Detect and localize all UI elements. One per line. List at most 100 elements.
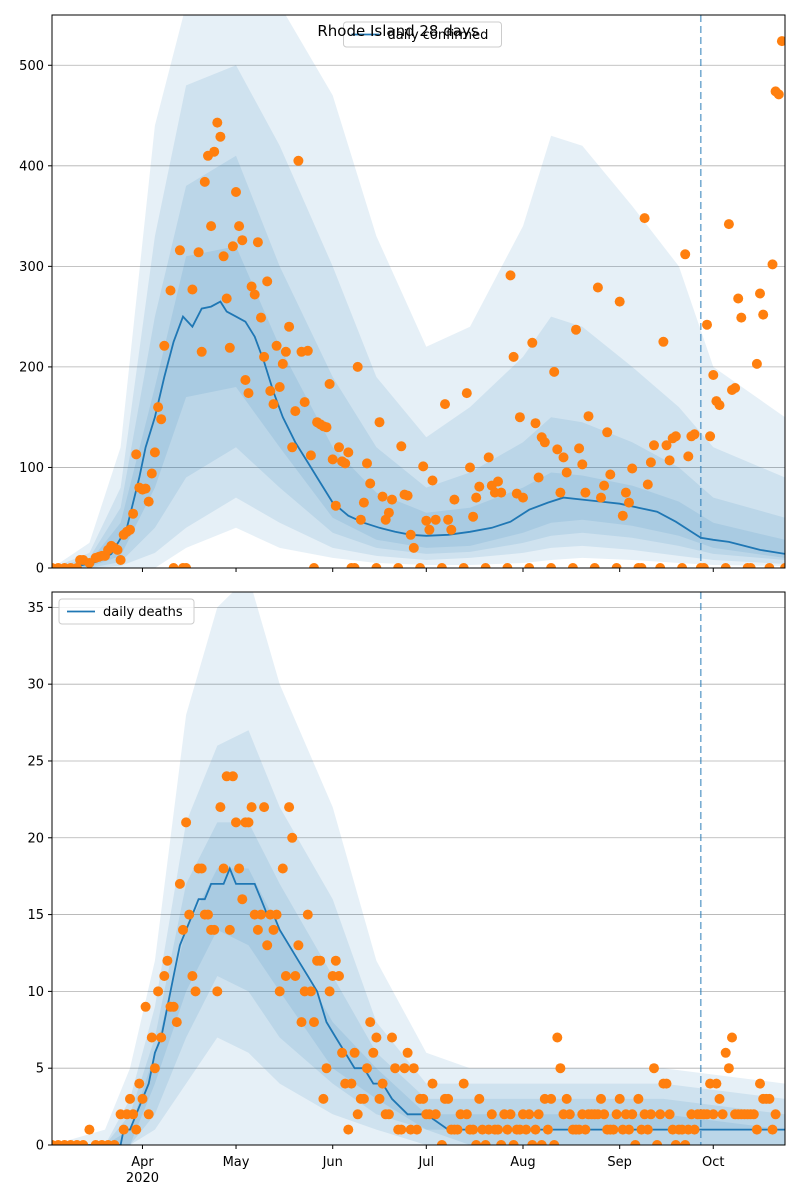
data-point [199,176,210,187]
data-point [156,414,167,425]
data-point [181,817,192,828]
data-point [340,458,351,469]
data-point [128,1109,139,1120]
data-point [293,940,304,951]
data-point [552,1032,563,1043]
data-point [377,1078,388,1089]
data-point [745,563,756,568]
data-point [505,270,516,281]
data-point [636,563,647,568]
data-point [592,282,603,293]
data-point [483,452,494,463]
data-point [723,219,734,230]
data-point [480,1140,491,1145]
y-tick-label: 10 [27,985,44,1000]
data-point [736,312,747,323]
data-point [349,563,360,568]
plot-area [52,15,785,568]
y-tick-label: 20 [27,831,44,846]
data-point [649,1063,659,1074]
data-point [221,293,232,304]
data-point [683,451,694,462]
data-point [280,971,291,981]
data-point [614,1093,625,1104]
data-point [711,1078,722,1089]
data-point [630,1140,641,1145]
data-point [149,1063,160,1074]
data-point [549,1140,560,1145]
data-point [396,1124,407,1135]
data-point [215,131,226,142]
data-point [505,1109,516,1120]
data-point [387,494,397,505]
data-point [708,1109,719,1120]
data-point [371,1032,382,1043]
data-point [461,388,472,399]
data-point [405,529,416,540]
plot-frame [51,14,786,569]
data-point [530,418,541,429]
data-point [265,386,276,396]
data-point [458,563,469,568]
data-point [440,399,450,410]
data-point [249,289,260,300]
data-point [330,955,341,966]
data-point [352,361,363,372]
uncertainty-band-2 [52,730,785,1145]
data-point [723,1063,734,1074]
data-point [324,986,335,997]
data-point [84,1124,95,1135]
data-point [680,249,691,260]
data-point [165,285,176,296]
data-point [231,187,241,197]
data-point [611,563,622,568]
data-point [698,563,709,568]
data-point [536,1140,547,1145]
data-point [733,293,744,304]
data-point [277,863,288,874]
y-tick-label: 0 [36,1139,44,1154]
data-point [287,832,298,843]
data-point [755,1078,765,1089]
data-point [620,487,631,498]
data-point [334,971,344,981]
data-point [252,924,263,935]
data-point [418,1093,429,1104]
data-point [324,379,335,389]
data-point [633,1093,644,1104]
data-point [468,511,479,522]
data-point [780,563,785,568]
data-point [315,955,326,966]
data-point [705,431,716,442]
data-point [596,1093,606,1104]
data-point [533,472,544,483]
y-tick-label: 0 [36,562,44,577]
plot-area [52,592,785,1145]
data-point [664,1109,675,1120]
data-point [493,476,503,487]
data-point [461,1109,472,1120]
legend-label: daily deaths [103,605,183,620]
data-point [652,1140,663,1145]
data-point [327,454,338,465]
data-point [383,507,394,518]
legend-label: daily confirmed [388,28,489,43]
data-point [443,1093,454,1104]
data-point [240,375,251,385]
data-point [383,1109,394,1120]
data-point [530,1124,541,1135]
uncertainty-band-4 [52,868,785,1145]
data-point [237,894,248,905]
data-point [627,463,638,474]
data-point [362,1063,372,1074]
y-tick-label: 500 [19,59,44,74]
data-point [436,563,447,568]
data-point [474,481,485,492]
data-point [583,411,594,422]
data-point [268,924,279,935]
data-point [558,452,569,463]
data-point [203,909,213,920]
data-point [402,490,413,501]
data-point [346,1078,357,1089]
data-point [599,480,610,491]
